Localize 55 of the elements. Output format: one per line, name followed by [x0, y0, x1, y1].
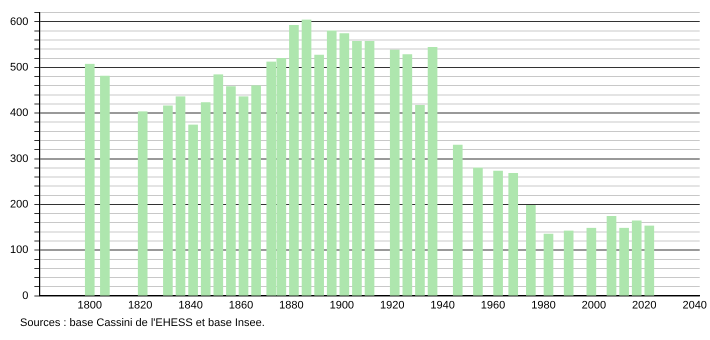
y-tick-label: 600 — [10, 16, 28, 28]
bar — [364, 41, 374, 296]
x-tick-label: 1900 — [330, 299, 354, 312]
bar — [586, 228, 596, 296]
bar — [176, 96, 186, 296]
bar — [138, 111, 148, 296]
y-tick-label: 500 — [10, 61, 28, 74]
bar — [428, 46, 438, 296]
bar — [632, 220, 642, 296]
x-tick-label: 1960 — [480, 299, 506, 312]
bar — [340, 33, 350, 296]
x-tick-label: 2000 — [582, 299, 606, 312]
bar — [352, 41, 362, 296]
y-tick-label: 300 — [10, 152, 28, 165]
bar — [100, 76, 110, 296]
bar — [415, 104, 425, 296]
bar — [544, 234, 554, 296]
bar — [326, 30, 337, 296]
x-tick-label: 1840 — [178, 299, 203, 312]
y-tick-label: 100 — [10, 244, 28, 256]
bar — [644, 226, 654, 296]
y-tick-label: 0 — [22, 290, 28, 302]
y-tick-label: 200 — [10, 198, 28, 210]
y-tick-label: 400 — [10, 107, 28, 120]
bar — [84, 64, 95, 296]
x-tick-label: 1820 — [128, 299, 152, 312]
bar — [188, 124, 198, 296]
bar — [452, 144, 463, 296]
bar — [200, 102, 211, 296]
bar — [619, 228, 629, 296]
bar — [606, 216, 616, 296]
bar — [508, 173, 518, 296]
bar — [213, 74, 224, 296]
x-tick-label: 1980 — [531, 299, 556, 312]
bar — [238, 96, 248, 296]
bar — [390, 50, 400, 296]
x-tick-label: 1860 — [228, 299, 254, 312]
x-tick-label: 2020 — [632, 299, 657, 312]
x-tick-label: 1940 — [430, 299, 455, 312]
bar — [473, 168, 483, 296]
bar — [564, 230, 574, 296]
x-tick-label: 2040 — [682, 299, 707, 312]
bar — [163, 105, 173, 296]
bar — [402, 54, 412, 296]
x-tick-label: 1800 — [78, 299, 102, 312]
source-note: Sources : base Cassini de l'EHESS et base Insee. — [20, 317, 266, 329]
bar — [251, 85, 261, 296]
bar — [289, 25, 299, 296]
bar — [302, 20, 312, 296]
bar — [526, 205, 536, 296]
bar — [314, 54, 324, 296]
x-tick-label: 1920 — [380, 299, 404, 312]
bar — [226, 86, 236, 296]
x-tick-label: 1880 — [279, 299, 304, 312]
bar — [493, 170, 503, 296]
